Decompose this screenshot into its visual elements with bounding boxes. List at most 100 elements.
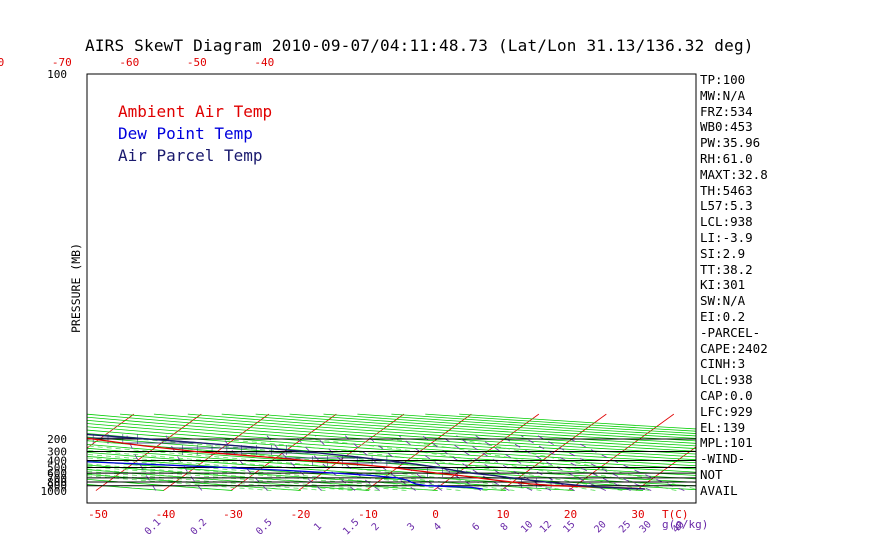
mixing-ratio-label: 15: [561, 519, 577, 535]
stability-index: CINH:3: [700, 356, 746, 372]
stability-index: CAP:0.0: [700, 387, 753, 403]
profile-lines: [87, 433, 645, 490]
dewpoint-temp-line: [87, 461, 483, 490]
pressure-tick-label: 700: [47, 472, 67, 485]
isotherm-line: [87, 413, 135, 449]
mixing-ratio-line: [475, 435, 575, 491]
dry-adiabat-line: [221, 413, 696, 447]
pressure-tick-label: 900: [47, 480, 67, 493]
mixing-ratio-line: [500, 435, 606, 491]
moist-adiabat-line: [218, 438, 623, 491]
dry-adiabat-line: [119, 413, 696, 455]
stability-index: -PARCEL-: [700, 324, 761, 340]
pressure-tick-label: 800: [47, 476, 67, 489]
dry-adiabat-line: [87, 423, 696, 467]
mixing-ratio-label: 4: [432, 521, 444, 533]
dry-adiabat-line: [153, 413, 696, 452]
dry-adiabat-line: [87, 419, 696, 464]
bottom-temp-tick-label: 10: [496, 508, 509, 521]
stability-index: EL:139: [700, 419, 746, 435]
stability-index: AVAIL: [700, 482, 738, 498]
bottom-temp-tick-label: -50: [88, 508, 108, 521]
legend: Ambient Air Temp Dew Point Temp Air Parcel…: [118, 102, 272, 165]
stability-index: MAXT:32.8: [700, 166, 768, 182]
top-temp-tick-label: -70: [52, 56, 72, 69]
stability-index: PW:35.96: [700, 135, 761, 151]
isotherm-line: [771, 414, 870, 490]
y-axis-label: PRESSURE (MB): [69, 243, 83, 333]
mixing-ratio-label: 8: [499, 521, 511, 533]
stability-index: MPL:101: [700, 435, 753, 451]
mixing-ratio-line: [440, 435, 533, 491]
parcel-temp-line: [87, 433, 645, 490]
stability-index: NOT: [700, 466, 723, 482]
top-temp-tick-label: -40: [254, 56, 274, 69]
pressure-tick-label: 200: [47, 433, 67, 446]
stability-index: EI:0.2: [700, 308, 746, 324]
bottom-temp-tick-label: -20: [291, 508, 311, 521]
stability-index: RH:61.0: [700, 150, 753, 166]
pressure-tick-label: 100: [47, 68, 67, 81]
mixing-ratio-label: 6: [470, 521, 482, 533]
legend-entry: Air Parcel Temp: [118, 146, 263, 165]
dry-adiabat-line: [187, 413, 696, 449]
dry-adiabat-line: [87, 451, 644, 491]
stability-index: TT:38.2: [700, 261, 753, 277]
pressure-tick-label: 600: [47, 467, 67, 480]
top-temp-tick-label: -80: [0, 56, 4, 69]
top-temp-tick-label: -60: [119, 56, 139, 69]
mixing-ratio-label: 25: [617, 519, 633, 535]
mixing-ratio-label: 0.5: [254, 517, 275, 538]
stability-index: TH:5463: [700, 182, 753, 198]
mixing-ratio-label: 0.2: [189, 517, 210, 538]
pressure-tick-label: 300: [47, 446, 67, 459]
mixing-ratio-line: [344, 435, 416, 491]
stability-index: MW:N/A: [700, 87, 746, 103]
mixing-ratio-label: 3: [406, 521, 418, 533]
stability-index: LCL:938: [700, 214, 753, 230]
moist-adiabat-line: [87, 463, 407, 491]
stability-index: SI:2.9: [700, 245, 746, 261]
mixing-ratio-label: 12: [538, 519, 554, 535]
mixing-ratio-label: 2: [370, 521, 382, 533]
mixing-ratio-unit-label: g(g/kg): [662, 518, 708, 531]
pressure-tick-label: 500: [47, 461, 67, 474]
mixing-ratio-line: [315, 435, 380, 491]
chart-title: AIRS SkewT Diagram 2010-09-07/04:11:48.7…: [85, 36, 754, 55]
dry-adiabat-line: [87, 426, 696, 470]
dry-adiabat-line: [87, 416, 696, 461]
stability-index: LFC:929: [700, 403, 753, 419]
mixing-ratio-label: 10: [519, 519, 535, 535]
moist-adiabat-line: [87, 457, 461, 491]
stability-index: L57:5.3: [700, 198, 753, 214]
bottom-temp-tick-label: 0: [432, 508, 439, 521]
stability-index: KI:301: [700, 277, 746, 293]
stability-index: TP:100: [700, 72, 746, 87]
mixing-ratio-label: 30: [638, 519, 654, 535]
dry-adiabat-line: [87, 436, 696, 480]
stability-indices: TP:100 MW:N/A FRZ:534 WB0:453 PW:35.96 RH:61.…: [700, 72, 768, 499]
ambient-temp-line: [87, 437, 645, 490]
legend-entry: Dew Point Temp: [118, 124, 253, 143]
bottom-temp-tick-label: -30: [223, 508, 243, 521]
pressure-tick-label: 1000: [41, 485, 68, 498]
top-temp-tick-label: -50: [187, 56, 207, 69]
x-axis-label: T(C): [662, 508, 689, 521]
dry-adiabat-line: [87, 413, 696, 458]
plot-frame: [86, 73, 697, 504]
bottom-temp-tick-label: -10: [358, 508, 378, 521]
stability-index: WB0:453: [700, 119, 753, 135]
stability-index: LI:-3.9: [700, 229, 753, 245]
dry-adiabat-line: [391, 413, 696, 434]
stability-index: CAPE:2402: [700, 340, 768, 356]
bottom-temp-tick-label: 20: [564, 508, 577, 521]
stability-index: LCL:938: [700, 372, 753, 388]
mixing-ratio-line: [294, 435, 356, 491]
mixing-ratio-label: 20: [592, 519, 608, 535]
mixing-ratio-line: [456, 435, 552, 491]
bottom-temp-tick-label: -40: [156, 508, 176, 521]
stability-index: -WIND-: [700, 451, 746, 467]
stability-index: FRZ:534: [700, 103, 753, 119]
pressure-tick-label: 400: [47, 455, 67, 468]
